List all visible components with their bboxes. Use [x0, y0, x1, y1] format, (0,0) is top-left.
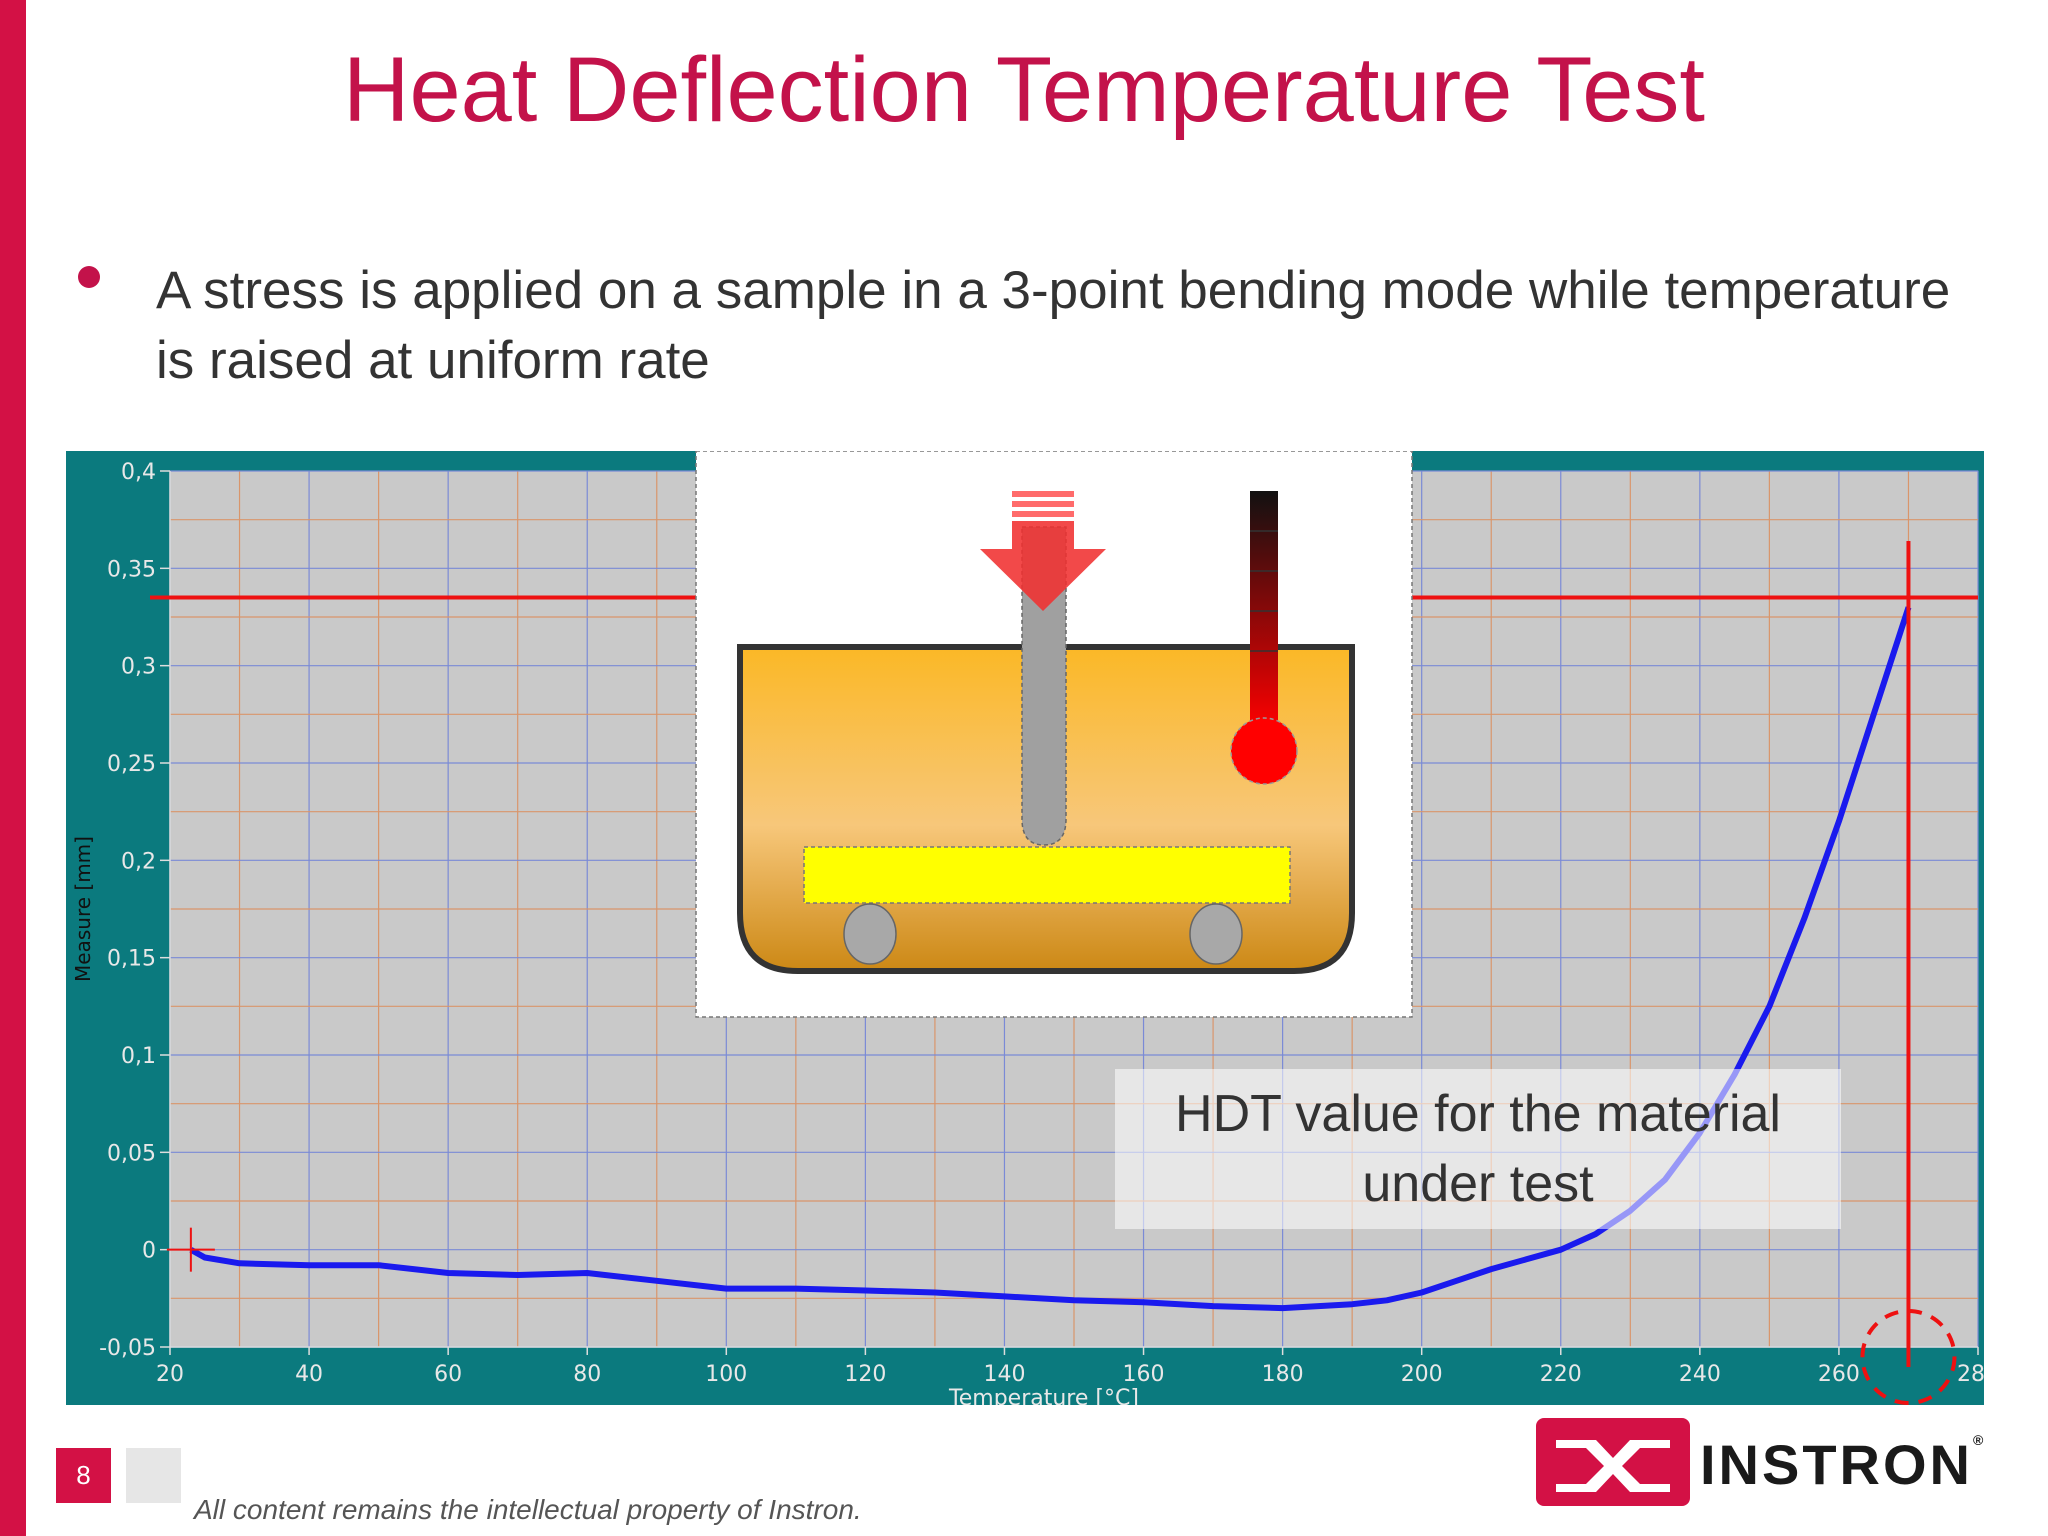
support-right	[1189, 903, 1243, 965]
y-tick-label: 0,35	[107, 557, 156, 582]
page-number: 8	[56, 1448, 111, 1503]
hdt-label-line-1: HDT value for the material	[1175, 1085, 1781, 1143]
hdt-marker-circle	[1860, 1309, 1957, 1405]
y-axis-label: Measure [mm]	[71, 836, 95, 982]
x-tick-label: 240	[1679, 1362, 1721, 1387]
test-setup-illustration	[695, 451, 1413, 1018]
footer-copyright: All content remains the intellectual pro…	[194, 1494, 862, 1525]
y-tick-label: 0,1	[121, 1044, 156, 1069]
x-tick-label: 40	[295, 1362, 323, 1387]
hdt-label-box: HDT value for the material under test	[1115, 1069, 1841, 1229]
x-tick-label: 160	[1123, 1362, 1165, 1387]
y-tick-label: 0,4	[121, 460, 156, 485]
page-marker	[126, 1448, 181, 1503]
sample-bar	[803, 846, 1291, 904]
x-tick-label: 80	[573, 1362, 601, 1387]
y-tick-label: 0,05	[107, 1141, 156, 1166]
x-tick-label: 260	[1818, 1362, 1860, 1387]
slide-title: Heat Deflection Temperature Test	[343, 39, 1705, 141]
x-tick-label: 200	[1401, 1362, 1443, 1387]
instron-logo: INSTRON®	[1536, 1418, 1996, 1506]
y-tick-label: 0,3	[121, 655, 156, 680]
hdt-label-line-2: under test	[1362, 1155, 1594, 1213]
bullet-dot	[78, 266, 100, 288]
hdt-chart: 20 40 60 80 100 120 140 160 180 200 220 240 260 280 -0…	[71, 451, 1984, 1405]
support-left	[843, 903, 897, 965]
x-tick-label: 220	[1540, 1362, 1582, 1387]
x-tick-label: 60	[434, 1362, 462, 1387]
bullet-text: A stress is applied on a sample in a 3-p…	[156, 261, 1951, 390]
chart-frame: 20 40 60 80 100 120 140 160 180 200 220 240 260 280 -0…	[66, 451, 1984, 1405]
logo-wordmark: INSTRON®	[1700, 1432, 1987, 1496]
x-tick-label: 280	[1957, 1362, 1984, 1387]
accent-bar	[0, 0, 26, 1536]
x-tick-label: 100	[705, 1362, 747, 1387]
x-axis-label: Temperature [°C]	[948, 1386, 1139, 1405]
y-tick-label: -0,05	[99, 1336, 156, 1361]
y-tick-label: 0,15	[107, 947, 156, 972]
instron-logo-mark-icon	[1536, 1418, 1690, 1506]
y-tick-label: 0	[142, 1239, 156, 1264]
y-tick-label: 0,25	[107, 752, 156, 777]
thermometer-icon	[1230, 491, 1298, 785]
x-tick-label: 180	[1262, 1362, 1304, 1387]
y-tick-label: 0,2	[121, 849, 156, 874]
loading-rod	[1021, 526, 1067, 846]
x-tick-label: 120	[844, 1362, 886, 1387]
load-arrow-icon	[980, 491, 1106, 611]
x-tick-label: 140	[983, 1362, 1025, 1387]
x-tick-label: 20	[156, 1362, 184, 1387]
